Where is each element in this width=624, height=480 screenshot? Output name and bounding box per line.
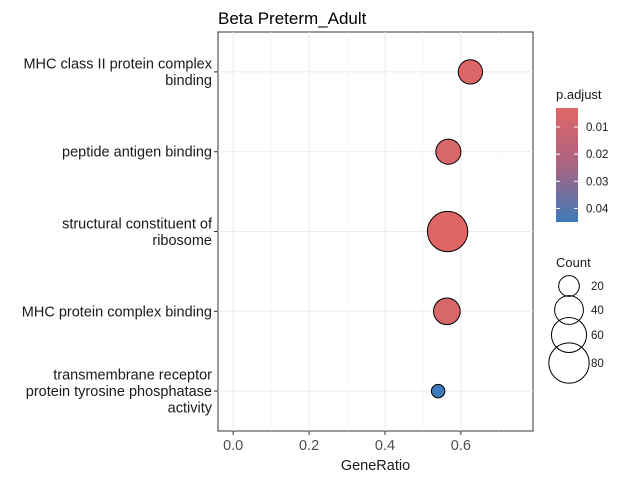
color-tick-label: 0.02 — [586, 149, 608, 161]
color-tick-label: 0.03 — [586, 176, 608, 188]
data-point — [430, 383, 446, 399]
size-legend-circle — [548, 342, 590, 384]
data-point — [426, 210, 469, 253]
size-legend-title: Count — [556, 255, 591, 270]
data-points — [426, 59, 484, 399]
size-legend: Count 20 40 60 80 — [548, 255, 604, 384]
grid — [218, 32, 533, 431]
size-legend-label: 60 — [591, 330, 604, 342]
y-tick-label: MHC protein complex binding — [22, 304, 212, 320]
y-tick-label: MHC class II protein complex binding — [23, 57, 212, 90]
data-point — [433, 297, 461, 326]
chart-title: Beta Preterm_Adult — [218, 9, 367, 28]
color-bar — [556, 108, 578, 222]
size-legend-label: 20 — [591, 281, 604, 293]
color-legend-title: p.adjust — [556, 87, 602, 102]
size-legend-label: 40 — [591, 305, 604, 317]
x-tick-label: 0.4 — [375, 438, 395, 454]
x-tick-label: 0.2 — [299, 438, 319, 454]
x-axis: 0.0 0.2 0.4 0.6 — [223, 431, 471, 454]
data-point — [435, 138, 462, 165]
size-legend-circle — [550, 316, 588, 354]
color-tick-label: 0.01 — [586, 122, 608, 134]
x-tick-label: 0.0 — [223, 438, 243, 454]
data-point — [457, 59, 484, 85]
color-legend: p.adjust 0.01 0.02 0.03 0.04 — [556, 87, 609, 222]
y-tick-label: structural constituent of ribosome — [62, 216, 213, 249]
size-legend-circle — [554, 295, 584, 325]
y-tick-label: transmembrane receptor protein tyrosine p… — [26, 368, 213, 417]
color-tick-label: 0.04 — [586, 203, 609, 215]
y-tick-label: peptide antigen binding — [62, 145, 212, 161]
x-axis-title: GeneRatio — [341, 458, 410, 474]
y-axis: MHC class II protein complex binding pepti… — [22, 57, 218, 417]
size-legend-label: 80 — [591, 358, 604, 370]
x-tick-label: 0.6 — [451, 438, 471, 454]
size-legend-circle — [558, 275, 580, 297]
